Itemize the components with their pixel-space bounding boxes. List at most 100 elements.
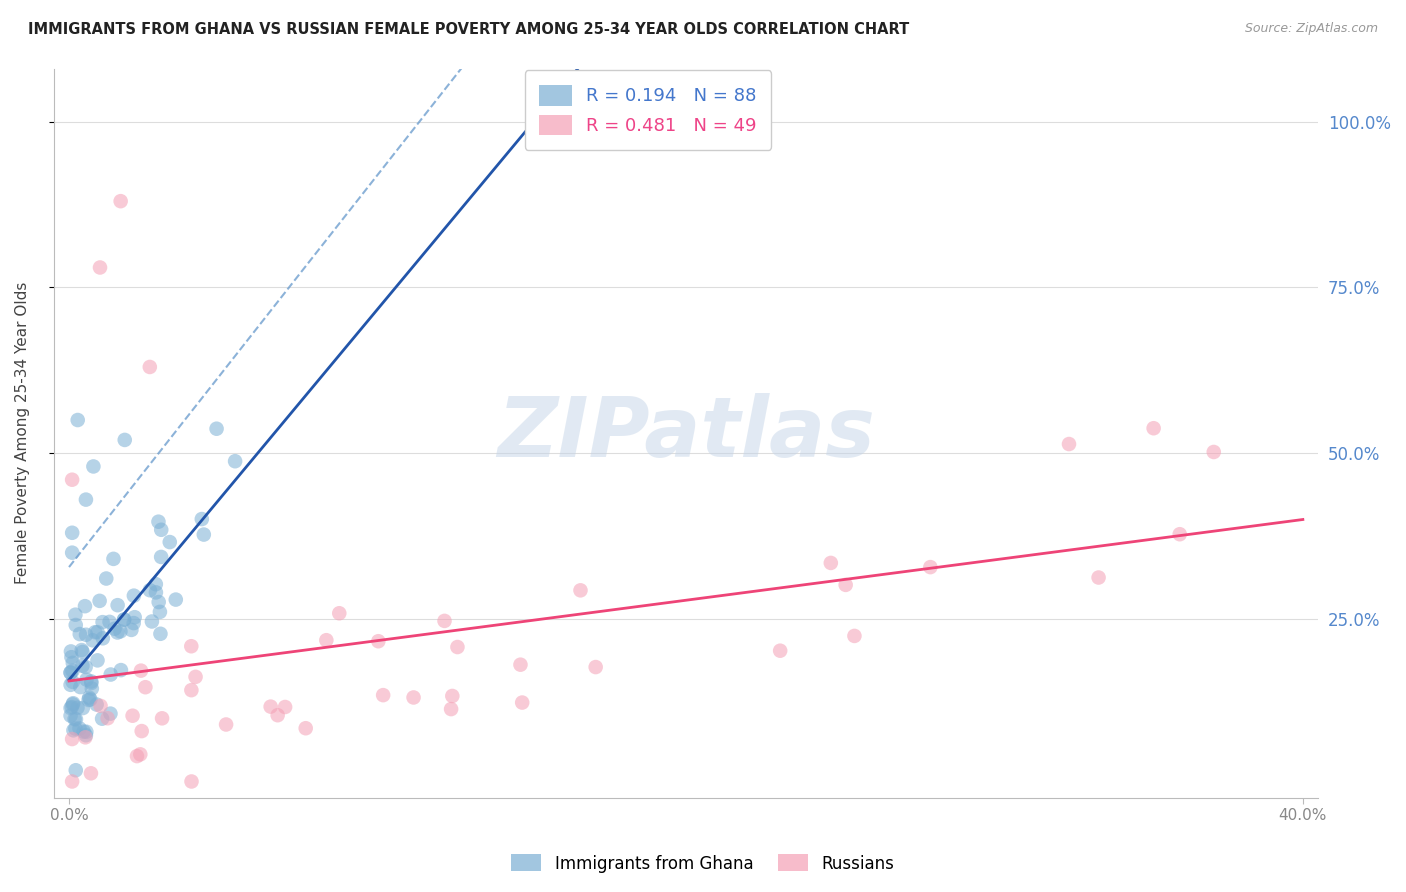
Point: [100, 667, 122, 681]
Point: [97, 711, 120, 725]
Point: [60, 546, 83, 560]
Point: [75, 492, 97, 507]
Point: [65, 764, 87, 778]
Point: [91, 615, 114, 629]
Point: [145, 577, 167, 591]
Point: [402, 690, 425, 705]
Point: [59, 701, 82, 715]
Point: [433, 614, 456, 628]
Point: [159, 535, 181, 549]
Point: [184, 670, 207, 684]
Point: [62, 656, 84, 670]
Point: [77, 693, 100, 707]
Point: [103, 622, 125, 636]
Point: [844, 629, 866, 643]
Point: [315, 633, 337, 648]
Point: [585, 660, 607, 674]
Point: [59, 644, 82, 658]
Point: [266, 708, 288, 723]
Point: [96, 572, 118, 586]
Point: [59, 708, 82, 723]
Point: [165, 592, 187, 607]
Point: [75, 728, 97, 742]
Point: [60, 774, 83, 789]
Point: [59, 678, 82, 692]
Point: [148, 595, 170, 609]
Point: [80, 674, 103, 689]
Point: [98, 615, 121, 629]
Point: [328, 606, 350, 620]
Point: [91, 712, 114, 726]
Point: [62, 723, 84, 738]
Point: [205, 422, 228, 436]
Point: [76, 673, 98, 687]
Point: [62, 664, 84, 678]
Point: [148, 515, 170, 529]
Point: [1057, 437, 1080, 451]
Point: [1202, 445, 1225, 459]
Point: [65, 607, 87, 622]
Point: [69, 627, 91, 641]
Point: [66, 413, 89, 427]
Point: [149, 605, 172, 619]
Point: [150, 523, 173, 537]
Point: [367, 634, 389, 648]
Point: [129, 664, 152, 678]
Point: [60, 650, 83, 665]
Point: [82, 459, 104, 474]
Point: [66, 700, 89, 714]
Point: [124, 610, 146, 624]
Point: [1168, 527, 1191, 541]
Point: [141, 615, 163, 629]
Point: [75, 724, 97, 739]
Point: [86, 653, 108, 667]
Point: [112, 613, 135, 627]
Point: [180, 683, 202, 698]
Point: [62, 674, 84, 689]
Point: [79, 692, 101, 706]
Point: [834, 578, 856, 592]
Point: [72, 645, 94, 659]
Point: [100, 706, 122, 721]
Point: [122, 616, 145, 631]
Point: [149, 627, 172, 641]
Y-axis label: Female Poverty Among 25-34 Year Olds: Female Poverty Among 25-34 Year Olds: [15, 282, 30, 584]
Point: [294, 721, 316, 735]
Point: [75, 628, 97, 642]
Point: [180, 639, 202, 653]
Point: [84, 625, 107, 640]
Point: [373, 688, 395, 702]
Text: IMMIGRANTS FROM GHANA VS RUSSIAN FEMALE POVERTY AMONG 25-34 YEAR OLDS CORRELATIO: IMMIGRANTS FROM GHANA VS RUSSIAN FEMALE …: [28, 22, 910, 37]
Point: [60, 700, 83, 714]
Point: [274, 700, 297, 714]
Point: [440, 702, 463, 716]
Point: [191, 512, 214, 526]
Point: [150, 549, 173, 564]
Point: [769, 643, 792, 657]
Point: [509, 657, 531, 672]
Point: [80, 766, 103, 780]
Legend: Immigrants from Ghana, Russians: Immigrants from Ghana, Russians: [505, 847, 901, 880]
Point: [1087, 570, 1109, 584]
Point: [69, 722, 91, 736]
Text: ZIPatlas: ZIPatlas: [496, 392, 875, 474]
Point: [120, 623, 142, 637]
Point: [110, 194, 132, 209]
Point: [131, 724, 153, 739]
Point: [77, 690, 100, 705]
Point: [224, 454, 246, 468]
Text: Source: ZipAtlas.com: Source: ZipAtlas.com: [1244, 22, 1378, 36]
Point: [134, 680, 156, 694]
Point: [65, 712, 87, 726]
Point: [60, 525, 83, 540]
Point: [91, 632, 114, 646]
Point: [90, 698, 112, 713]
Point: [122, 589, 145, 603]
Point: [139, 359, 162, 374]
Point: [259, 699, 281, 714]
Point: [121, 708, 143, 723]
Point: [112, 613, 135, 627]
Point: [107, 625, 129, 640]
Point: [110, 624, 132, 639]
Point: [180, 774, 202, 789]
